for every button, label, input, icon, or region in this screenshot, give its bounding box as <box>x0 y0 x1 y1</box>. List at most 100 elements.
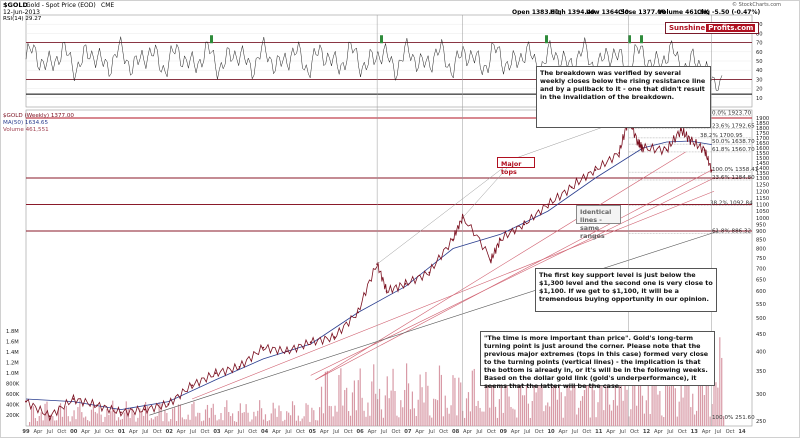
volume-bar <box>404 389 406 426</box>
volume-bar <box>566 359 568 426</box>
volume-bar <box>431 417 433 426</box>
volume-bar <box>626 389 628 426</box>
volume-bar <box>59 403 62 426</box>
volume-bar <box>568 375 570 426</box>
volume-bar <box>659 391 661 426</box>
volume-bar <box>208 417 210 426</box>
x-tick-label: Apr <box>702 429 712 435</box>
volume-bar <box>535 392 537 426</box>
price-tick-label: 500 <box>756 316 766 322</box>
volume-bar <box>392 368 394 426</box>
volume-bar <box>630 409 632 426</box>
volume-bar <box>562 417 564 426</box>
fib-label: 61.8% 1560.70 <box>712 147 755 153</box>
volume-bar <box>81 412 83 426</box>
exchange-label: CME <box>101 2 115 9</box>
volume-bar <box>127 407 129 426</box>
volume-bar <box>558 366 560 426</box>
volume-bar <box>680 373 682 426</box>
volume-bar <box>172 408 174 426</box>
volume-bar <box>230 416 232 426</box>
price-tick-label: 300 <box>756 392 766 398</box>
volume-bar <box>255 416 257 426</box>
x-tick-label: 03 <box>213 429 221 435</box>
volume-bar <box>454 377 456 426</box>
volume-bar <box>603 410 605 426</box>
volume-bar <box>522 395 524 426</box>
volume-bar <box>299 421 301 426</box>
volume-bar <box>696 410 698 426</box>
volume-bar <box>525 381 528 426</box>
volume-bar <box>295 420 297 426</box>
volume-bar <box>203 420 205 426</box>
volume-bar <box>458 377 460 426</box>
x-tick-label: Jul <box>284 429 291 435</box>
volume-bar <box>160 404 162 426</box>
price-tick-label: 550 <box>756 302 766 308</box>
volume-bar <box>651 355 653 426</box>
volume-bar <box>311 407 313 426</box>
sunshine-profits-logo[interactable]: Sunshine Profits.com <box>665 22 760 34</box>
volume-bar <box>181 417 183 426</box>
volume-bar <box>262 419 265 426</box>
volume-bar <box>450 405 452 426</box>
volume-bar <box>216 420 218 426</box>
volume-bar <box>264 414 267 426</box>
volume-bar <box>504 378 506 426</box>
volume-bar <box>129 418 131 426</box>
volume-bar <box>556 399 558 426</box>
volume-bar <box>707 382 709 426</box>
price-point <box>665 149 668 151</box>
volume-bar <box>201 421 203 426</box>
volume-bar <box>235 421 238 426</box>
volume-bar <box>340 368 342 426</box>
volume-bar <box>187 414 189 426</box>
price-point <box>96 404 99 407</box>
volume-bar <box>421 387 423 426</box>
volume-bar <box>465 398 468 426</box>
volume-bar <box>133 413 135 426</box>
volume-bar <box>170 419 172 426</box>
price-point <box>262 346 265 349</box>
price-tick-label: 1800 <box>756 126 769 132</box>
price-tick-label: 1450 <box>756 161 769 167</box>
volume-bar <box>56 420 58 426</box>
volume-tick-label: 1.2M <box>6 361 19 367</box>
x-tick-label: Oct <box>678 429 687 435</box>
volume-bar <box>456 415 458 426</box>
volume-bar <box>245 404 247 426</box>
volume-bar <box>429 415 431 426</box>
volume-bar <box>570 390 572 426</box>
volume-bar <box>703 395 705 426</box>
volume-bar <box>73 410 75 426</box>
volume-bar <box>199 412 201 426</box>
x-tick-label: Jul <box>189 429 196 435</box>
volume-bar <box>380 409 383 426</box>
volume-bar <box>71 416 73 426</box>
price-point <box>641 147 644 149</box>
volume-bar <box>369 415 371 426</box>
volume-bar <box>599 359 601 426</box>
high-value: High 1394.40 <box>550 9 596 16</box>
volume-bar <box>42 420 44 426</box>
price-point <box>309 341 312 344</box>
long-trend-line <box>149 230 719 416</box>
price-point <box>499 238 502 241</box>
price-tick-label: 1250 <box>756 183 769 189</box>
fib-label: 23.6% 1284.80 <box>712 175 755 181</box>
volume-bar <box>481 411 483 426</box>
volume-bar <box>284 419 286 426</box>
volume-bar <box>357 380 359 426</box>
trend-line <box>315 169 712 381</box>
volume-bar <box>467 392 470 426</box>
volume-bar <box>100 414 102 426</box>
date-label: 12-Jun-2013 <box>3 9 40 16</box>
price-tick-label: 1100 <box>756 203 769 209</box>
price-point <box>120 411 122 414</box>
volume-bar <box>121 418 123 426</box>
price-tick-label: 900 <box>756 229 766 235</box>
volume-bar <box>98 406 100 426</box>
price-point <box>333 336 336 339</box>
price-tick-label: 1850 <box>756 121 769 127</box>
volume-bar <box>624 383 626 426</box>
